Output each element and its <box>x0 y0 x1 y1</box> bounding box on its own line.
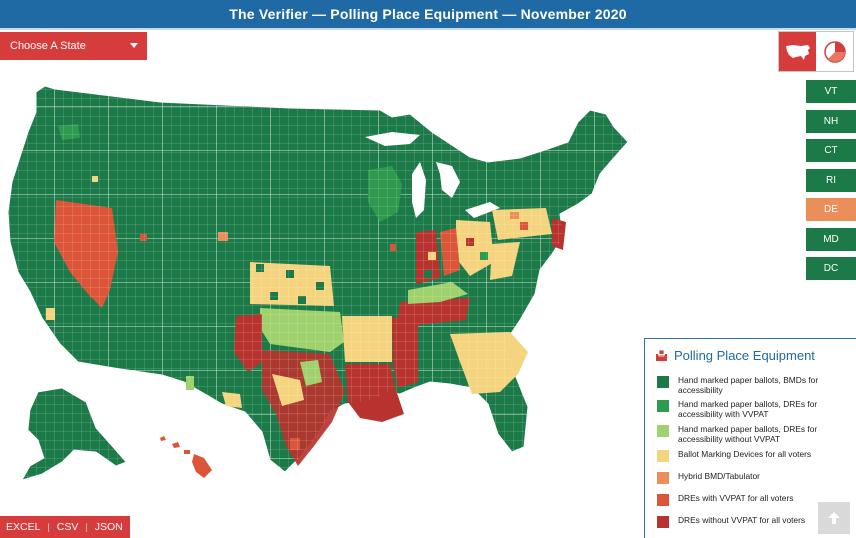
small-state-vt[interactable]: VT <box>806 80 856 103</box>
separator: | <box>47 522 50 532</box>
separator: | <box>85 522 88 532</box>
legend-item: Ballot Marking Devices for all voters <box>657 449 849 462</box>
small-state-label: CT <box>824 145 838 156</box>
small-state-label: RI <box>826 175 836 186</box>
export-excel-link[interactable]: EXCEL <box>6 521 41 533</box>
legend-item: Hand marked paper ballots, DREs for acce… <box>657 399 849 419</box>
legend-swatch <box>657 494 669 506</box>
legend-label: Hand marked paper ballots, DREs for acce… <box>678 399 818 419</box>
legend-label: Hand marked paper ballots, DREs for acce… <box>678 424 818 444</box>
small-state-ri[interactable]: RI <box>806 169 856 192</box>
legend-swatch <box>657 400 669 412</box>
export-json-link[interactable]: JSON <box>94 521 123 533</box>
legend-label: DREs without VVPAT for all voters <box>678 515 806 525</box>
view-toggle <box>778 31 854 72</box>
pie-chart-icon <box>823 40 846 63</box>
export-links: EXCEL | CSV | JSON <box>0 516 130 538</box>
small-state-label: MD <box>823 234 839 245</box>
us-county-map[interactable] <box>0 62 644 516</box>
state-select-label: Choose A State <box>10 40 86 52</box>
legend-item: Hand marked paper ballots, DREs for acce… <box>657 424 849 444</box>
legend-label: Hand marked paper ballots, BMDs for acce… <box>678 375 819 395</box>
chart-view-button[interactable] <box>816 32 853 71</box>
map-view-button[interactable] <box>779 32 816 71</box>
page-title-text: The Verifier — Polling Place Equipment —… <box>229 6 627 22</box>
us-map-icon <box>785 44 810 60</box>
legend-label: Hybrid BMD/Tabulator <box>678 471 760 481</box>
legend-swatch <box>657 472 669 484</box>
export-csv-link[interactable]: CSV <box>56 521 79 533</box>
legend-title: Polling Place Equipment <box>655 348 815 363</box>
legend-label: DREs with VVPAT for all voters <box>678 493 794 503</box>
small-state-label: DE <box>824 204 838 215</box>
small-state-label: NH <box>823 116 839 127</box>
legend-item: Hybrid BMD/Tabulator <box>657 471 849 484</box>
legend-item: DREs without VVPAT for all voters <box>657 515 849 528</box>
region-hawaii <box>160 436 212 478</box>
legend-swatch <box>657 376 669 388</box>
small-state-dc[interactable]: DC <box>806 257 856 280</box>
county-borders <box>8 86 628 472</box>
state-select-dropdown[interactable]: Choose A State <box>0 32 147 60</box>
legend-item: DREs with VVPAT for all voters <box>657 493 849 506</box>
legend-item: Hand marked paper ballots, BMDs for acce… <box>657 375 849 395</box>
ballot-box-icon <box>656 349 667 361</box>
page-title: The Verifier — Polling Place Equipment —… <box>0 0 856 30</box>
legend-swatch <box>657 425 669 437</box>
caret-down-icon <box>130 43 138 48</box>
small-state-de[interactable]: DE <box>806 198 856 221</box>
arrow-up-icon <box>828 512 840 524</box>
back-to-top-button[interactable] <box>818 502 850 534</box>
small-state-label: DC <box>823 263 839 274</box>
small-state-md[interactable]: MD <box>806 228 856 251</box>
legend-title-text: Polling Place Equipment <box>674 348 815 363</box>
small-state-label: VT <box>824 86 838 97</box>
small-state-ct[interactable]: CT <box>806 139 856 162</box>
legend-swatch <box>657 516 669 528</box>
legend-label: Ballot Marking Devices for all voters <box>678 449 812 459</box>
small-state-nh[interactable]: NH <box>806 110 856 133</box>
legend-swatch <box>657 450 669 462</box>
